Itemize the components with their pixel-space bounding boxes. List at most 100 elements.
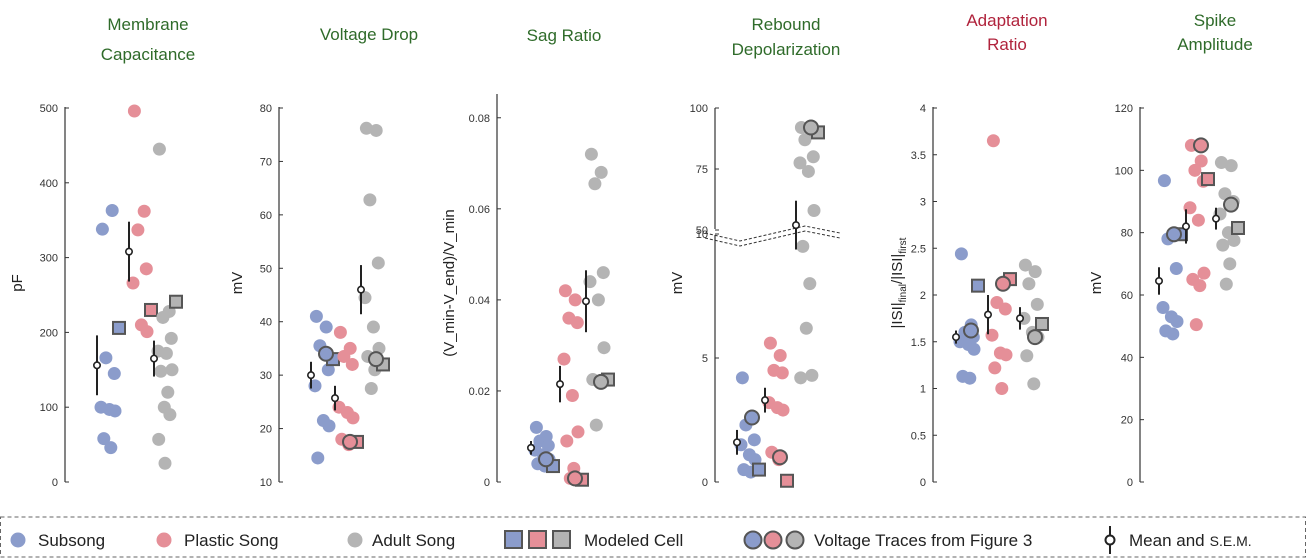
point-adult-song xyxy=(806,150,820,164)
title-adaptation-ratio: Adaptation Ratio xyxy=(966,11,1047,54)
point-adult-song xyxy=(597,341,611,355)
mean-marker-adult-song xyxy=(581,297,590,306)
title-line-2: Capacitance xyxy=(101,45,196,64)
y-tick-label: 500 xyxy=(40,103,58,115)
point-adult-song xyxy=(1030,297,1044,311)
title-rebound-depolarization: Rebound Depolarization xyxy=(732,15,841,59)
modeled-cell-adult-song xyxy=(1035,316,1049,331)
title-sag-ratio: Sag Ratio xyxy=(527,26,602,45)
point-plastic-song xyxy=(345,357,359,371)
mean-marker-plastic-song xyxy=(330,394,339,403)
y-tick-label: 30 xyxy=(260,370,272,382)
y-tick-label: 80 xyxy=(260,103,272,115)
mean-marker-plastic-song xyxy=(125,247,134,256)
modeled-cell-subsong xyxy=(971,278,985,293)
mean-marker-adult-song xyxy=(791,221,800,230)
point-adult-song xyxy=(165,363,179,377)
legend-mean-and-text: Mean and xyxy=(1129,531,1205,550)
point-plastic-song xyxy=(1189,318,1203,332)
point-plastic-song xyxy=(763,336,777,350)
point-plastic-song xyxy=(773,349,787,363)
point-adult-song xyxy=(152,142,166,156)
modeled-cell-plastic-song xyxy=(780,473,794,488)
point-adult-song xyxy=(803,277,817,291)
point-adult-song xyxy=(799,321,813,335)
point-plastic-song xyxy=(986,134,1000,148)
voltage-trace-subsong xyxy=(744,409,760,426)
point-adult-song xyxy=(796,239,810,253)
voltage-trace-plastic-song xyxy=(342,433,358,450)
voltage-trace-adult-song xyxy=(803,119,819,136)
modeled-cell-adult-song xyxy=(1231,220,1245,235)
point-adult-song xyxy=(591,293,605,307)
title-line-2: Depolarization xyxy=(732,40,841,59)
point-adult-song xyxy=(359,121,373,135)
mean-marker-plastic-song xyxy=(555,380,564,389)
point-subsong xyxy=(1157,174,1171,188)
legend-modeled-square-adult xyxy=(552,530,571,549)
point-plastic-song xyxy=(776,403,790,417)
legend-trace-circle-adult xyxy=(785,530,805,550)
voltage-trace-subsong xyxy=(1166,226,1182,243)
point-adult-song xyxy=(1028,265,1042,279)
point-adult-song xyxy=(366,320,380,334)
y-axis-label-sag-ratio: (V_min-V_end)/V_min xyxy=(441,209,458,357)
point-subsong xyxy=(1156,300,1170,314)
voltage-trace-adult-song xyxy=(368,351,384,368)
y-label-part: first xyxy=(898,237,909,253)
point-subsong xyxy=(529,420,543,434)
point-adult-song xyxy=(594,165,608,179)
y-tick-label: 20 xyxy=(260,424,272,436)
point-adult-song xyxy=(369,123,383,137)
y-label-part: /|ISI| xyxy=(889,254,906,284)
point-subsong xyxy=(954,247,968,261)
y-tick-label: 80 xyxy=(1121,228,1133,240)
y-axis-label-membrane-capacitance: pF xyxy=(9,274,26,292)
point-adult-song xyxy=(589,418,603,432)
y-axis-label-adaptation-ratio: |ISI|final/|ISI|first xyxy=(889,237,909,328)
y-axis-label-rebound-depolarization: mV xyxy=(669,272,686,295)
point-adult-song xyxy=(1018,258,1032,272)
point-subsong xyxy=(967,342,981,356)
point-plastic-song xyxy=(1194,154,1208,168)
point-plastic-song xyxy=(557,352,571,366)
point-plastic-song xyxy=(1193,279,1207,293)
y-tick-label: 2.5 xyxy=(911,243,926,255)
y-tick-label: 0 xyxy=(702,477,708,489)
point-adult-song xyxy=(584,147,598,161)
legend-adult-song-marker xyxy=(347,532,363,548)
point-adult-song xyxy=(152,432,166,446)
panel-spike-amplitude: Spike Amplitude 0 20 40 60 80 100 120 mV xyxy=(1088,11,1253,489)
point-subsong xyxy=(1169,262,1183,276)
legend-sem-text: S.E.M. xyxy=(1210,533,1252,549)
voltage-trace-subsong xyxy=(963,322,979,339)
point-adult-song xyxy=(364,382,378,395)
point-adult-song xyxy=(1022,277,1036,291)
point-adult-song xyxy=(1216,238,1230,252)
axis-break-line-2 xyxy=(704,230,841,247)
y-tick-label: 50 xyxy=(696,225,708,237)
voltage-trace-adult-song xyxy=(1223,196,1239,213)
point-plastic-song xyxy=(131,223,145,237)
y-tick-label: 40 xyxy=(1121,352,1133,364)
point-subsong xyxy=(1170,314,1184,328)
point-adult-song xyxy=(1020,349,1034,363)
point-adult-song xyxy=(798,133,812,147)
legend-plastic-song-marker xyxy=(156,532,172,548)
point-plastic-song xyxy=(1197,266,1211,280)
point-adult-song xyxy=(801,164,815,178)
point-subsong xyxy=(322,419,336,433)
point-subsong xyxy=(319,320,333,334)
point-adult-song xyxy=(163,408,177,422)
legend-plastic-song-label: Plastic Song xyxy=(184,531,279,550)
point-plastic-song xyxy=(999,348,1013,362)
point-adult-song xyxy=(154,364,168,378)
point-subsong xyxy=(105,203,119,217)
y-label-part: |ISI| xyxy=(889,302,906,328)
panel-voltage-drop: Voltage Drop 10 20 30 40 50 60 70 80 mV xyxy=(229,25,418,489)
voltage-trace-plastic-song xyxy=(995,275,1011,292)
title-line-1: Spike xyxy=(1194,11,1237,30)
point-subsong xyxy=(963,371,977,385)
y-tick-label: 0.5 xyxy=(911,430,926,442)
